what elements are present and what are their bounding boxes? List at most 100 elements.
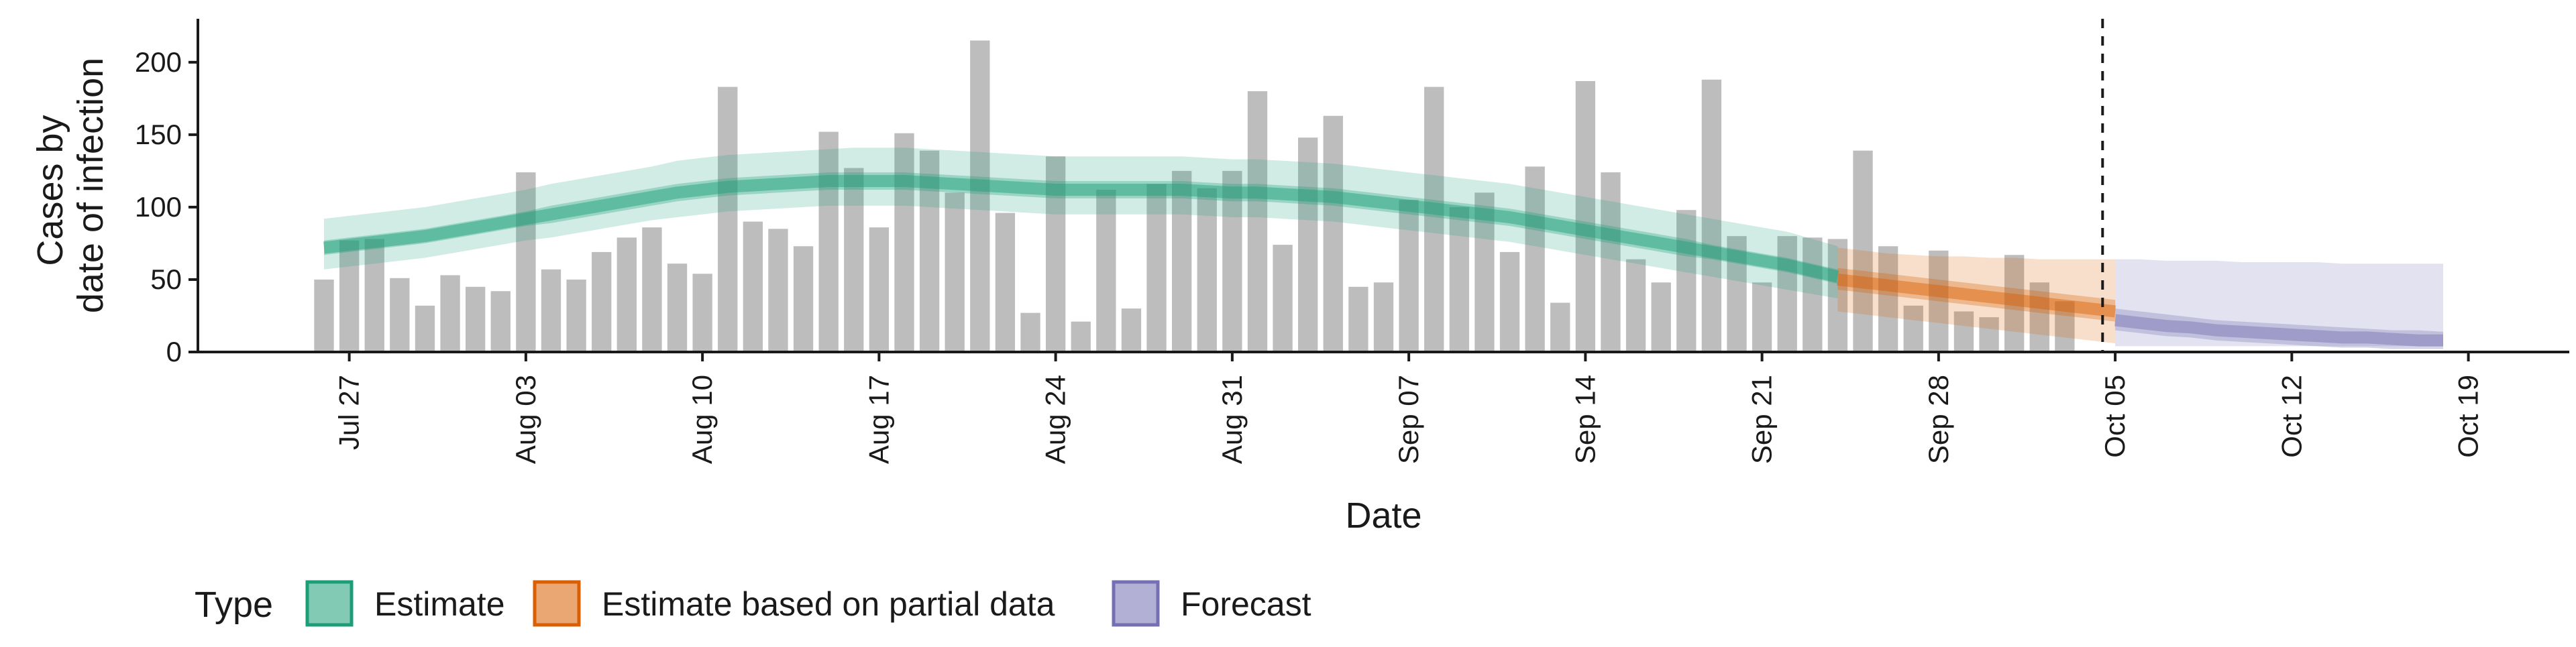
observed-bar [1777,236,1797,352]
observed-bar [1449,207,1469,352]
x-tick-label: Oct 12 [2275,375,2307,458]
observed-bar [1222,170,1242,353]
estimate-bands [324,148,2443,349]
band-outer [1837,247,2116,343]
observed-bar [1676,210,1697,352]
observed-bar [869,227,890,352]
observed-bar [1424,86,1444,353]
observed-bar [1878,246,1898,352]
observed-bar [844,168,864,352]
x-tick-label: Aug 31 [1216,375,1248,464]
x-tick-label: Sep 14 [1569,375,1601,464]
observed-bar [768,229,788,352]
observed-bar [1323,115,1343,352]
observed-bar [2055,301,2075,352]
y-axis-ticks: 0 50 100 150 200 [135,46,198,367]
observed-bar [894,133,914,353]
y-tick-label: 0 [166,336,182,367]
observed-bar [970,40,990,352]
observed-bar [516,172,536,352]
observed-bar [1803,237,1823,352]
observed-bar [466,286,486,352]
band-inner [2115,308,2443,349]
x-tick-label: Sep 21 [1746,375,1778,464]
observed-bars [314,40,2075,353]
legend: Type Estimate Estimate based on partial d… [195,580,1311,627]
observed-bar [945,192,965,352]
legend-key [533,580,581,627]
observed-bar [2029,282,2049,352]
observed-bar [667,263,688,352]
x-tick-label: Sep 07 [1393,375,1424,464]
observed-bar [541,269,561,352]
observed-bar [1953,311,1974,352]
median-line [1837,274,2116,318]
band-inner [324,172,1838,284]
observed-bar [1550,302,1570,352]
y-axis-title: Cases by date of infection [30,58,111,313]
legend-label: Estimate [374,585,505,623]
observed-bar [339,240,360,352]
observed-bar [995,213,1016,352]
observed-bar [642,227,662,352]
observed-bar [440,275,460,352]
observed-bar [1247,91,1268,353]
median-line [323,175,1839,283]
observed-bar [1499,251,1520,352]
band-outer [324,148,1838,298]
x-tick-label: Oct 05 [2099,375,2131,458]
observed-bar [1575,80,1596,352]
observed-bar [616,237,637,352]
observed-bar [415,305,435,352]
observed-bar [1827,239,1848,352]
observed-bar [1171,170,1192,353]
observed-bar [1273,245,1293,352]
observed-bar [1146,184,1167,352]
observed-bar [566,279,586,352]
observed-bar [1601,172,1621,352]
observed-bar [592,251,612,352]
legend-key [1112,580,1160,627]
observed-bar [1903,305,1923,352]
observed-bar [1399,200,1419,352]
legend-key [305,580,354,627]
observed-bar [718,86,738,353]
x-axis-ticks: Jul 27 Aug 03 Aug 10 Aug 17 Aug 24 Aug 31 Sep … [333,352,2484,464]
y-tick-label: 200 [135,46,182,78]
observed-bar [364,239,384,352]
observed-bar [1298,137,1318,353]
observed-bar [1752,282,1772,352]
legend-label: Forecast [1181,585,1311,623]
observed-bar [1525,166,1545,352]
axes [197,19,2569,353]
observed-bar [743,221,763,352]
observed-bar [1474,192,1495,352]
x-tick-label: Jul 27 [333,375,365,450]
x-tick-label: Oct 19 [2453,375,2484,458]
band-outer [2115,259,2443,347]
observed-bar [1929,250,1949,352]
observed-bar [793,246,814,352]
observed-bar [692,274,712,352]
median-lines [323,175,2443,347]
y-tick-label: 100 [135,191,182,223]
observed-bar [1373,282,1394,352]
y-tick-label: 150 [135,119,182,150]
y-tick-label: 50 [150,263,182,295]
observed-bar [1727,236,1747,352]
x-tick-label: Aug 10 [686,375,718,464]
observed-bar [1071,321,1091,352]
observed-bar [1121,308,1142,352]
observed-bar [1096,189,1116,352]
legend-items: Estimate Estimate based on partial data Fo… [305,580,1311,627]
observed-bar [1197,188,1217,352]
observed-bar [390,278,410,352]
x-tick-label: Aug 03 [510,375,541,464]
observed-bar [314,279,334,352]
median-line [2114,314,2443,347]
observed-bar [818,131,839,352]
observed-bar [1701,79,1722,352]
legend-label: Estimate based on partial data [602,585,1055,623]
